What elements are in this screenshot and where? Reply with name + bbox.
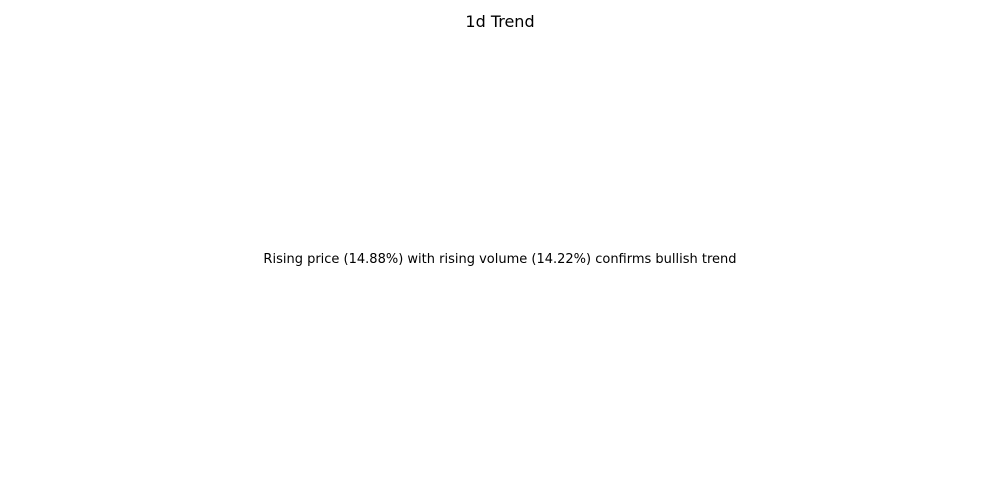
chart-title: 1d Trend [465, 12, 535, 31]
trend-annotation: Rising price (14.88%) with rising volume… [263, 252, 737, 267]
